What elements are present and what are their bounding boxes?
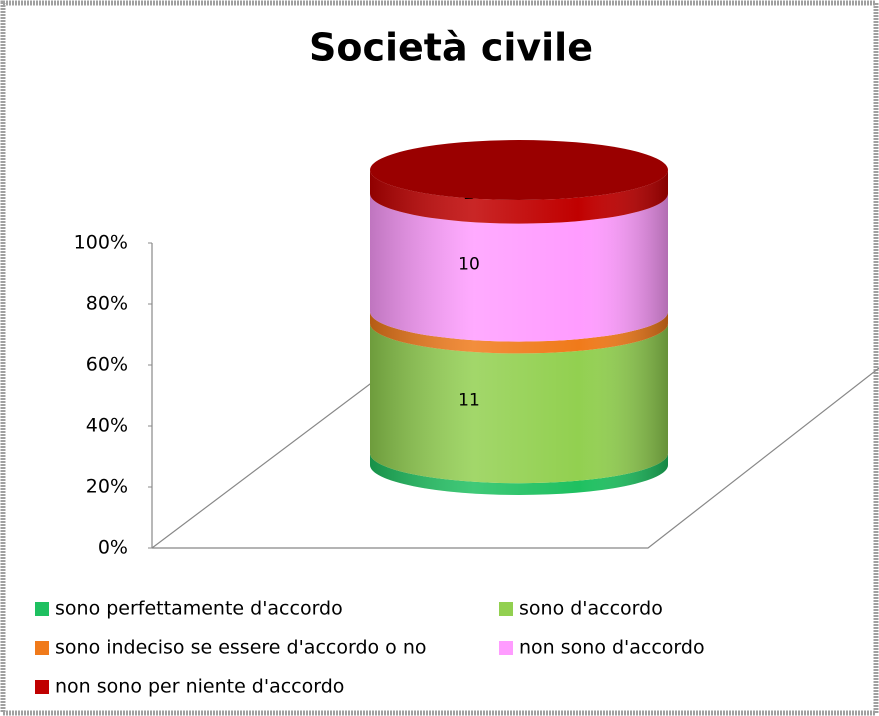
legend-swatch	[499, 641, 513, 655]
legend-label: sono indeciso se essere d'accordo o no	[55, 637, 427, 659]
legend-swatch	[35, 680, 49, 694]
segment-shade	[370, 170, 668, 224]
segment-shade	[370, 193, 668, 342]
y-tick-label: 60%	[86, 354, 128, 376]
segment-shade	[370, 323, 668, 484]
y-tick-label: 100%	[74, 232, 128, 254]
legend-swatch	[35, 641, 49, 655]
data-label: 10	[458, 255, 480, 275]
y-tick-label: 80%	[86, 293, 128, 315]
legend-label: non sono per niente d'accordo	[55, 676, 344, 698]
axes-3d	[151, 243, 879, 549]
data-label: 11	[458, 390, 480, 410]
legend-label: sono d'accordo	[519, 598, 663, 620]
legend-label: non sono d'accordo	[519, 637, 705, 659]
chart-title: Società civile	[309, 26, 593, 70]
segment-shade	[370, 311, 668, 354]
legend-label: sono perfettamente d'accordo	[55, 598, 343, 620]
segment-shade	[370, 453, 668, 495]
cylinder-top	[370, 140, 668, 200]
legend-swatch	[499, 602, 513, 616]
y-tick-label: 0%	[98, 537, 128, 559]
legend-swatch	[35, 602, 49, 616]
y-tick-label: 40%	[86, 415, 128, 437]
y-tick-label: 20%	[86, 476, 128, 498]
